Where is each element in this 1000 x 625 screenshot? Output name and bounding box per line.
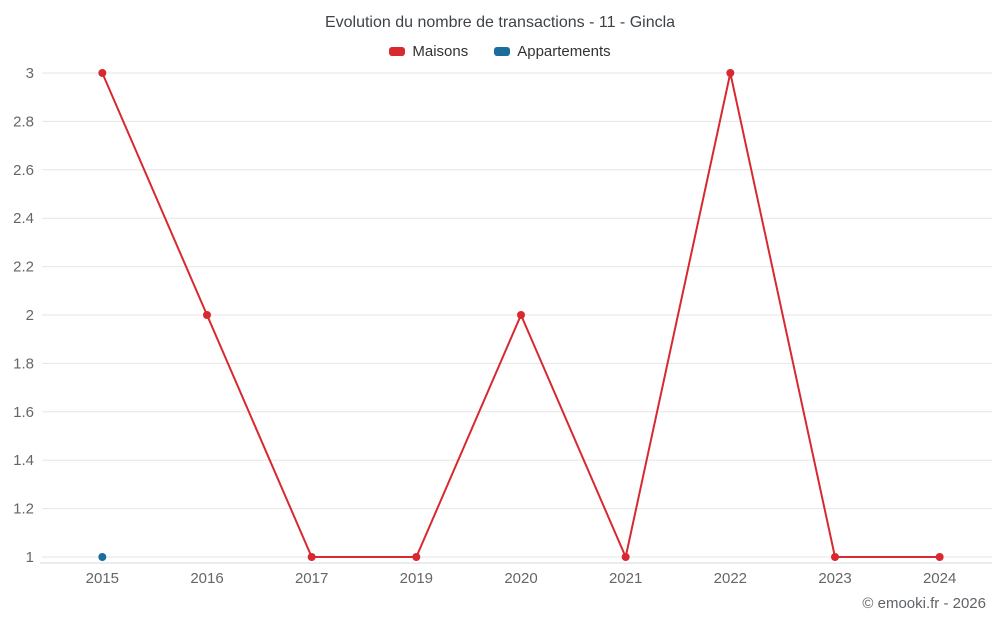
copyright: © emooki.fr - 2026 xyxy=(862,595,986,612)
x-tick-label: 2017 xyxy=(295,570,328,587)
chart-legend: Maisons Appartements xyxy=(0,43,1000,60)
data-point-maisons xyxy=(203,311,211,319)
x-tick-label: 2016 xyxy=(190,570,223,587)
data-point-maisons xyxy=(98,69,107,77)
data-point-maisons xyxy=(517,311,525,319)
y-tick-label: 2.6 xyxy=(13,162,34,179)
x-tick-label: 2020 xyxy=(504,570,537,587)
data-point-maisons xyxy=(621,553,630,561)
y-tick-label: 2 xyxy=(26,307,34,324)
x-tick-label: 2015 xyxy=(86,570,119,587)
x-tick-label: 2024 xyxy=(923,570,956,587)
y-tick-label: 2.8 xyxy=(13,113,34,130)
y-tick-label: 1.2 xyxy=(13,501,34,518)
legend-marker-maisons xyxy=(389,47,406,56)
legend-marker-appartements xyxy=(494,47,511,56)
data-point-maisons xyxy=(935,553,944,561)
data-point-maisons xyxy=(307,553,316,561)
data-point-maisons xyxy=(412,553,421,561)
x-tick-label: 2019 xyxy=(400,570,433,587)
chart-title: Evolution du nombre de transactions - 11… xyxy=(324,14,676,31)
y-tick-label: 2.2 xyxy=(13,259,34,276)
x-tick-label: 2023 xyxy=(818,570,851,587)
y-tick-label: 3 xyxy=(26,65,34,82)
data-point-maisons xyxy=(726,69,735,77)
y-tick-label: 1.8 xyxy=(13,355,34,372)
y-tick-label: 2.4 xyxy=(13,210,34,227)
legend-item-appartements[interactable]: Appartements xyxy=(494,43,611,60)
legend-item-maisons[interactable]: Maisons xyxy=(389,43,468,60)
y-tick-label: 1 xyxy=(26,549,34,566)
legend-label-maisons: Maisons xyxy=(412,43,469,60)
data-point-appartements xyxy=(98,553,107,561)
x-tick-label: 2022 xyxy=(714,570,747,587)
y-tick-label: 1.4 xyxy=(13,452,34,469)
x-tick-label: 2021 xyxy=(609,570,642,587)
data-point-maisons xyxy=(831,553,839,561)
y-tick-label: 1.6 xyxy=(13,404,34,421)
legend-label-appartements: Appartements xyxy=(517,43,611,60)
